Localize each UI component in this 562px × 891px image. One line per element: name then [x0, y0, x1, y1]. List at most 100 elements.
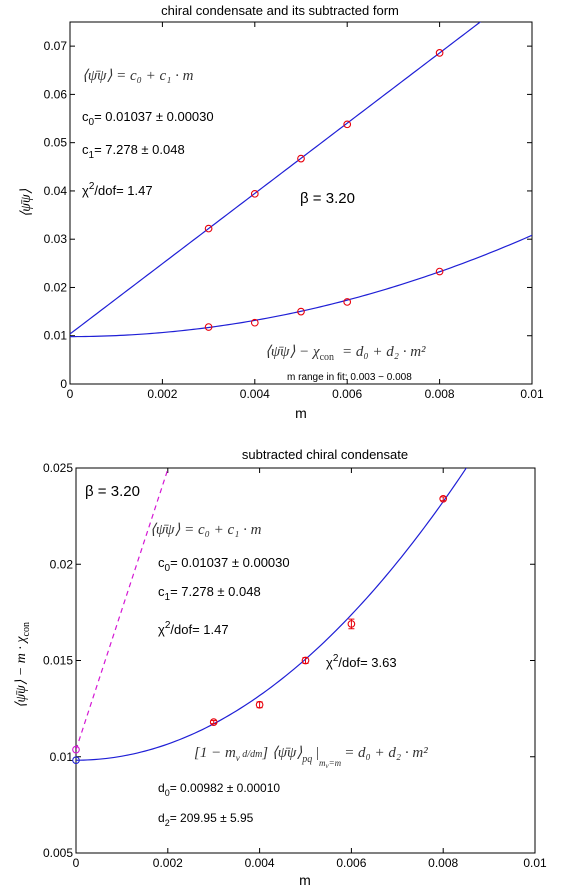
top-x-tick-label: 0.004 [240, 387, 270, 401]
bottom-d2-value: = 209.95 ± 5.95 [170, 811, 254, 825]
bottom-data-point [439, 494, 448, 503]
bottom-linear-dashed-fit-line [76, 468, 169, 750]
bottom-d0-sub: 0 [165, 788, 170, 798]
bottom-c1-text: c1= 7.278 ± 0.048 [158, 584, 261, 603]
bottom-x-tick-label: 0 [73, 856, 80, 870]
bottom-d2-text: d2= 209.95 ± 5.95 [158, 811, 254, 828]
bottom-c0-text: c0= 0.01037 ± 0.00030 [158, 555, 290, 574]
top-x-tick-label: 0.006 [332, 387, 362, 401]
top-x-tick-label: 0.002 [147, 387, 177, 401]
top-data-point [343, 120, 352, 129]
bottom-d0-text: d0= 0.00982 ± 0.00010 [158, 781, 280, 798]
bottom-c0-sub: 0 [165, 563, 171, 574]
top-x-axis-label: m [295, 405, 307, 421]
top-chi-value: /dof= 1.47 [94, 183, 152, 198]
top-data-point [435, 267, 444, 276]
top-quadratic-fit-line [70, 234, 532, 338]
bottom-x-tick-label: 0.004 [245, 856, 275, 870]
top-y-tick-label: 0.05 [44, 136, 68, 150]
bottom-y-tick-label: 0.005 [43, 846, 73, 860]
bottom-fit2-v: v [236, 753, 240, 763]
bottom-chart: subtracted chiral condensate 0 0.002 0.004… [14, 447, 547, 888]
bottom-c1-label: c [158, 584, 165, 599]
top-data-point [343, 298, 352, 306]
top-chart: chiral condensate and its subtracted for… [19, 3, 544, 421]
top-y-axis-label: ⟨ψ̄ψ⟩ [19, 188, 34, 217]
top-chi-label: χ [82, 183, 89, 198]
bottom-fit2-rhs: = d₀ + d₂ · m² [344, 745, 428, 761]
top-x-tick-label: 0.01 [520, 387, 544, 401]
top-y-tick-label: 0.03 [44, 232, 68, 246]
bottom-y-tick-label: 0.015 [43, 654, 73, 668]
top-y-tick-label: 0.02 [44, 280, 68, 294]
bottom-fit2-mid: d/dm [240, 749, 263, 760]
bottom-chi1-value: /dof= 1.47 [170, 622, 228, 637]
top-c0-sub: 0 [89, 117, 95, 128]
bottom-data-point [72, 756, 80, 765]
bottom-fit2-eval-rest: =m [329, 758, 342, 768]
bottom-data-point [209, 718, 218, 726]
bottom-c1-sub: 1 [165, 592, 171, 603]
bottom-beta-label: β = 3.20 [85, 483, 140, 500]
bottom-fit2-eval: m [319, 758, 326, 768]
top-fit2-formula: ⟨ψ̄ψ⟩ − χcon = d₀ + d₂ · m² [265, 344, 426, 363]
bottom-y-ticks: 0.005 0.01 0.015 0.02 0.025 [43, 461, 535, 860]
top-plot-frame [69, 21, 533, 385]
bottom-fit2-bar: | [312, 745, 319, 761]
bottom-c0-value: = 0.01037 ± 0.00030 [170, 555, 290, 570]
bottom-y-axis-label-main: ⟨ψ̄ψ⟩ − m · χ [14, 636, 29, 708]
bottom-chi1-text: χ2/dof= 1.47 [158, 620, 229, 637]
top-beta-label: β = 3.20 [300, 190, 355, 207]
bottom-chi2-value: /dof= 3.63 [338, 655, 396, 670]
bottom-data-point [347, 620, 356, 628]
top-data-point [204, 224, 213, 233]
top-fit2-sub: con [320, 352, 334, 363]
top-chart-title: chiral condensate and its subtracted for… [161, 3, 399, 18]
bottom-x-tick-label: 0.01 [523, 856, 547, 870]
top-range-note: m range in fit: 0.003 − 0.008 [287, 372, 412, 383]
bottom-c1-value: = 7.278 ± 0.048 [170, 584, 261, 599]
bottom-y-axis-label: ⟨ψ̄ψ⟩ − m · χcon [14, 622, 32, 708]
top-fit1-formula: ⟨ψ̄ψ⟩ = c₀ + c₁ · m [82, 68, 194, 84]
bottom-c0-label: c [158, 555, 165, 570]
top-fit2-lhs: ⟨ψ̄ψ⟩ − χ [265, 344, 320, 360]
bottom-data-points [72, 494, 448, 765]
bottom-x-tick-label: 0.002 [153, 856, 183, 870]
top-x-tick-label: 0 [67, 387, 74, 401]
bottom-d0-label: d [158, 781, 165, 795]
bottom-data-point [255, 700, 264, 709]
bottom-d0-value: = 0.00982 ± 0.00010 [170, 781, 281, 795]
top-data-points [204, 49, 444, 331]
top-c1-text: c1= 7.278 ± 0.048 [82, 142, 185, 161]
top-data-point [250, 318, 259, 327]
top-y-tick-label: 0 [60, 377, 67, 391]
bottom-x-tick-label: 0.008 [428, 856, 458, 870]
bottom-x-tick-label: 0.006 [336, 856, 366, 870]
bottom-chi2-text: χ2/dof= 3.63 [326, 653, 397, 670]
top-c1-label: c [82, 142, 89, 157]
top-chi-sup: 2 [89, 181, 95, 192]
bottom-y-axis-label-sub: con [21, 622, 32, 636]
top-chi-text: χ2/dof= 1.47 [82, 181, 153, 198]
top-data-point [297, 307, 305, 316]
bottom-y-tick-label: 0.01 [50, 750, 74, 764]
bottom-fit2-formula: [1 − mv d/dm] ⟨ψ̄ψ⟩pq |mv=m= d₀ + d₂ · m… [194, 745, 428, 770]
bottom-fit2-open: [1 − m [194, 745, 236, 761]
bottom-y-tick-label: 0.02 [50, 557, 74, 571]
bottom-d2-sub: 2 [165, 818, 170, 828]
bottom-fit2-rest: ] ⟨ψ̄ψ⟩ [261, 745, 302, 761]
bottom-fit2-pq: pq [301, 754, 312, 765]
top-y-tick-label: 0.04 [44, 184, 68, 198]
top-c0-text: c0= 0.01037 ± 0.00030 [82, 109, 214, 128]
bottom-d2-label: d [158, 811, 165, 825]
bottom-chi2-sup: 2 [333, 653, 339, 664]
bottom-chi1-label: χ [158, 622, 165, 637]
top-data-point [435, 49, 444, 57]
top-y-tick-label: 0.01 [44, 329, 68, 343]
bottom-data-point [72, 745, 80, 754]
bottom-y-tick-label: 0.025 [43, 461, 73, 475]
top-c1-sub: 1 [89, 150, 95, 161]
top-data-point [250, 189, 259, 198]
bottom-chi2-label: χ [326, 655, 333, 670]
